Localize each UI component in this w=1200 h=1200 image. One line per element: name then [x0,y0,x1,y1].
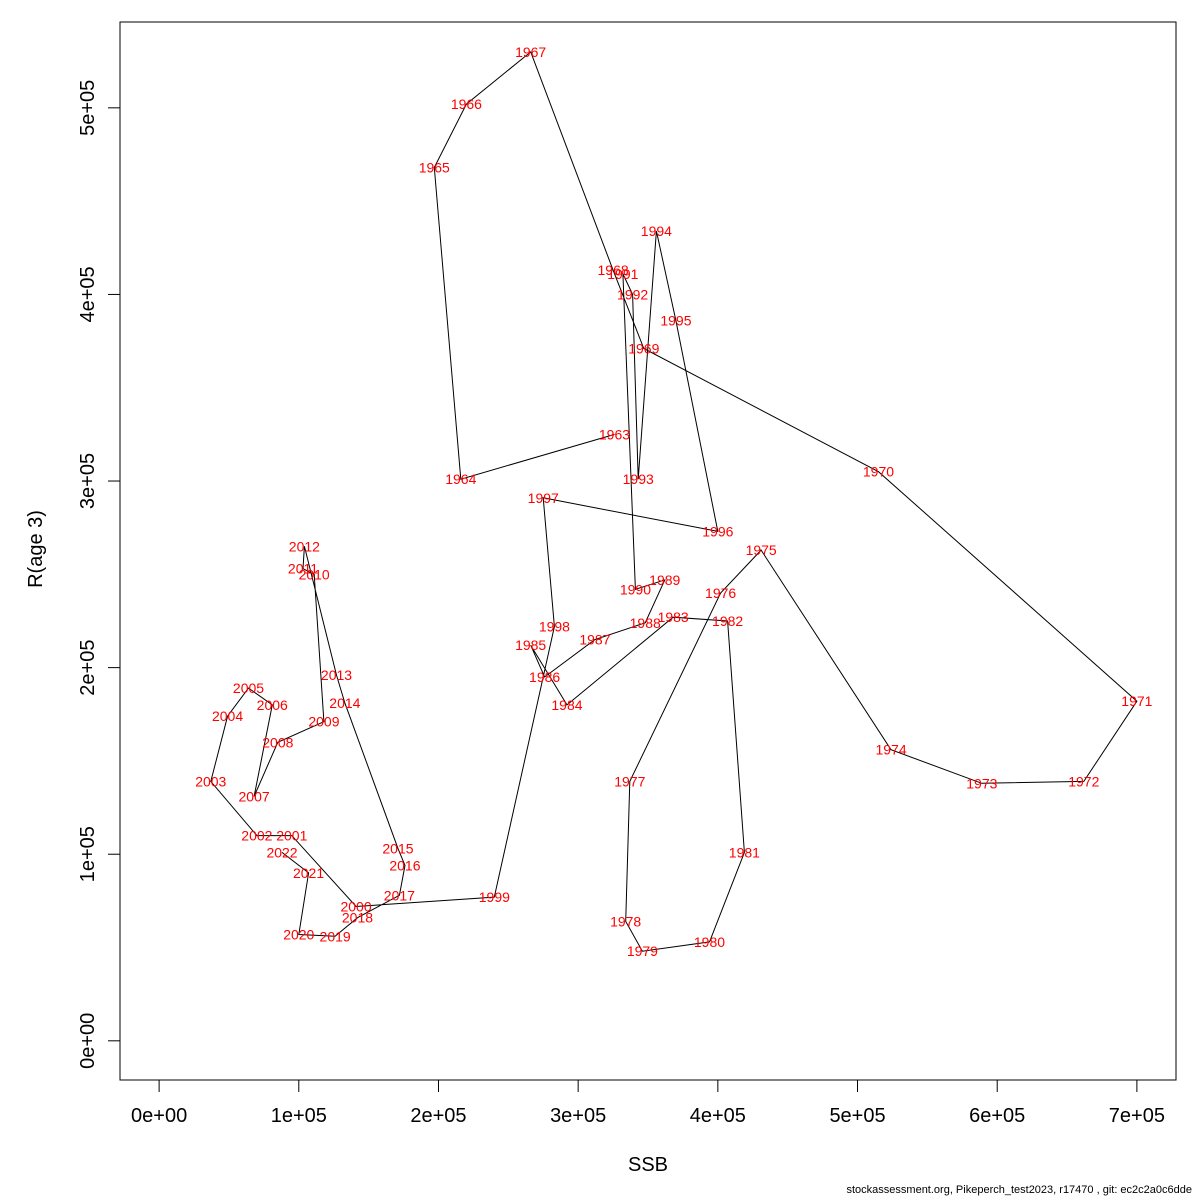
point-label-2013: 2013 [321,667,352,683]
point-label-1986: 1986 [529,669,560,685]
point-label-2004: 2004 [212,708,243,724]
point-label-1993: 1993 [623,471,654,487]
x-tick-label: 3e+05 [550,1105,606,1127]
point-label-1985: 1985 [515,637,546,653]
point-label-2021: 2021 [293,865,324,881]
point-label-2007: 2007 [239,788,270,804]
point-label-2012: 2012 [289,538,320,554]
point-label-1974: 1974 [875,742,906,758]
y-tick-label: 3e+05 [77,453,99,509]
point-label-1979: 1979 [627,943,658,959]
x-tick-label: 2e+05 [410,1105,466,1127]
point-label-1989: 1989 [649,572,680,588]
point-label-1982: 1982 [712,613,743,629]
point-label-2022: 2022 [266,844,297,860]
point-label-2020: 2020 [283,926,314,942]
point-label-2016: 2016 [389,857,420,873]
x-axis: 0e+00 1e+05 2e+05 3e+05 4e+05 5e+05 6e+05 7e+05 [131,1079,1165,1127]
point-label-1997: 1997 [528,490,559,506]
point-label-1994: 1994 [641,223,672,239]
point-label-1976: 1976 [705,585,736,601]
point-label-2019: 2019 [320,928,351,944]
point-label-1992: 1992 [617,286,648,302]
point-label-1987: 1987 [579,632,610,648]
point-label-1975: 1975 [746,542,777,558]
point-label-1991: 1991 [607,266,638,282]
point-label-2014: 2014 [329,695,360,711]
point-label-2006: 2006 [257,697,288,713]
point-label-1972: 1972 [1068,773,1099,789]
point-label-1969: 1969 [628,341,659,357]
point-label-1995: 1995 [660,313,691,329]
point-label-1973: 1973 [966,775,997,791]
x-axis-title: SSB [628,1154,668,1176]
point-label-1966: 1966 [451,96,482,112]
point-label-2015: 2015 [382,841,413,857]
y-axis-title: R(age 3) [25,510,47,588]
point-label-1981: 1981 [729,844,760,860]
plot-box [119,21,1177,1081]
point-label-1983: 1983 [658,609,689,625]
point-label-1967: 1967 [515,44,546,60]
y-tick-label: 4e+05 [77,266,99,322]
x-tick-label: 0e+00 [131,1105,187,1127]
point-label-2009: 2009 [308,714,339,730]
x-tick-label: 5e+05 [829,1105,885,1127]
point-label-1965: 1965 [419,160,450,176]
point-label-2001: 2001 [276,828,307,844]
point-label-2010: 2010 [299,566,330,582]
x-tick-label: 4e+05 [690,1105,746,1127]
y-tick-label: 0e+00 [77,1013,99,1069]
x-tick-label: 7e+05 [1109,1105,1165,1127]
y-tick-label: 5e+05 [77,80,99,136]
x-tick-label: 6e+05 [969,1105,1025,1127]
y-axis: 0e+00 1e+05 2e+05 3e+05 4e+05 5e+05 [77,80,121,1069]
y-tick-label: 1e+05 [77,826,99,882]
point-label-1978: 1978 [610,913,641,929]
point-label-1968: 1968 [598,262,629,278]
point-label-2008: 2008 [262,734,293,750]
point-label-2002: 2002 [241,828,272,844]
point-label-2000: 2000 [340,898,371,914]
point-label-1990: 1990 [620,581,651,597]
point-label-1964: 1964 [445,471,476,487]
point-label-1977: 1977 [614,773,645,789]
series-line [210,51,1138,952]
footer-note: stockassessment.org, Pikeperch_test2023,… [847,1184,1193,1196]
point-label-2005: 2005 [233,680,264,696]
point-label-1996: 1996 [702,523,733,539]
point-label-1988: 1988 [630,615,661,631]
point-label-1970: 1970 [863,464,894,480]
point-label-2011: 2011 [288,561,318,577]
point-label-2018: 2018 [342,910,373,926]
point-label-2003: 2003 [195,773,226,789]
point-label-1963: 1963 [599,426,630,442]
x-tick-label: 1e+05 [271,1105,327,1127]
point-label-1971: 1971 [1121,693,1152,709]
y-tick-label: 2e+05 [77,640,99,696]
year-labels: 1963 1964 1965 1966 1967 1968 1969 1970 1971 1972… [195,44,1152,959]
point-label-1998: 1998 [539,619,570,635]
point-label-1999: 1999 [479,889,510,905]
point-label-1980: 1980 [694,934,725,950]
point-label-1984: 1984 [551,697,582,713]
point-label-2017: 2017 [384,887,415,903]
